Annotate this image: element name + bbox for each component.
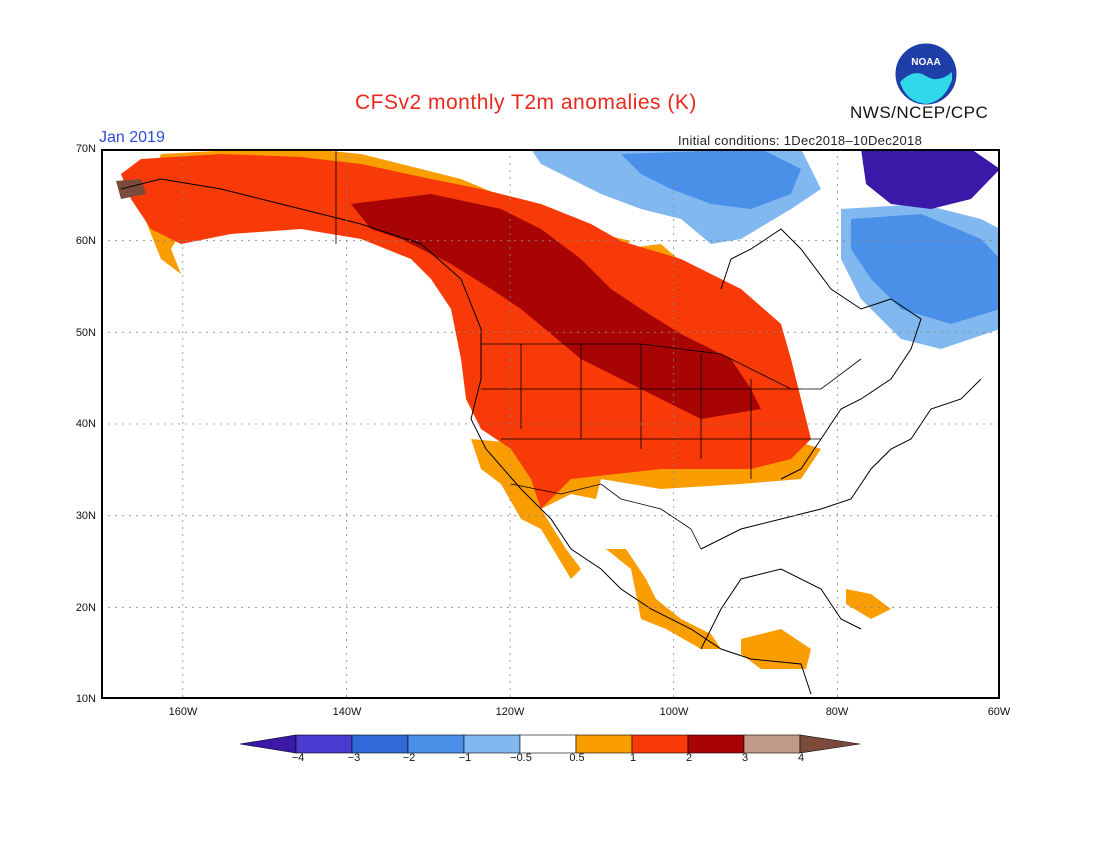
colorbar-label-neg3: −3 bbox=[347, 752, 361, 764]
region-brown-bering bbox=[116, 179, 146, 199]
colorbar-label-4: 4 bbox=[797, 752, 805, 764]
coastlines bbox=[120, 178, 982, 695]
organization-label: NWS/NCEP/CPC bbox=[850, 103, 989, 122]
forecast-month: Jan 2019 bbox=[99, 129, 165, 146]
region-darkred-canada bbox=[351, 194, 761, 419]
region-orange-central-america bbox=[741, 629, 811, 669]
colorbar-box bbox=[351, 734, 409, 754]
colorbar-box bbox=[407, 734, 465, 754]
logo-text: NOAA bbox=[911, 57, 940, 68]
colorbar-label-1: 1 bbox=[629, 752, 637, 764]
lat-label-20n: 20N bbox=[75, 602, 96, 614]
lon-label-60w: 60W bbox=[987, 706, 1011, 718]
anomaly-map bbox=[101, 149, 1000, 699]
colorbar-label-neg2: −2 bbox=[402, 752, 416, 764]
colorbar-box bbox=[519, 734, 577, 754]
colorbar bbox=[239, 734, 861, 754]
colorbar-end-right bbox=[799, 734, 861, 754]
lon-label-80w: 80W bbox=[825, 706, 849, 718]
lat-label-10n: 10N bbox=[75, 693, 96, 705]
colorbar-box bbox=[295, 734, 353, 754]
colorbar-box bbox=[743, 734, 801, 754]
colorbar-label-neg4: −4 bbox=[291, 752, 305, 764]
colorbar-label-05: 0.5 bbox=[569, 752, 585, 764]
initial-conditions: Initial conditions: 1Dec2018–10Dec2018 bbox=[678, 133, 923, 148]
colorbar-label-2: 2 bbox=[685, 752, 693, 764]
map-frame bbox=[101, 149, 1000, 699]
lat-label-70n: 70N bbox=[75, 143, 96, 155]
region-red-alaska bbox=[121, 154, 811, 509]
colorbar-label-neg1: −1 bbox=[458, 752, 472, 764]
lon-label-140w: 140W bbox=[332, 706, 362, 718]
colorbar-end-left bbox=[239, 734, 297, 754]
gridlines bbox=[101, 149, 1000, 699]
region-blue-arctic bbox=[621, 149, 801, 209]
colorbar-box bbox=[463, 734, 521, 754]
map-title: CFSv2 monthly T2m anomalies (K) bbox=[355, 91, 697, 114]
lat-label-50n: 50N bbox=[75, 327, 96, 339]
region-purple-baffin bbox=[861, 149, 1000, 209]
lon-label-160w: 160W bbox=[168, 706, 198, 718]
lon-label-100w: 100W bbox=[659, 706, 689, 718]
colorbar-label-3: 3 bbox=[741, 752, 749, 764]
colorbar-box bbox=[631, 734, 689, 754]
lat-label-30n: 30N bbox=[75, 510, 96, 522]
lon-label-120w: 120W bbox=[495, 706, 525, 718]
colorbar-box bbox=[687, 734, 745, 754]
colorbar-label-neg05: −0.5 bbox=[510, 752, 532, 764]
colorbar-box bbox=[575, 734, 633, 754]
anomaly-fields bbox=[116, 149, 1000, 669]
region-blue-quebec bbox=[851, 214, 1000, 324]
lat-label-40n: 40N bbox=[75, 418, 96, 430]
region-orange-caribbean bbox=[846, 589, 891, 619]
borders bbox=[335, 149, 862, 550]
region-orange-mexico-coast bbox=[606, 549, 721, 649]
lat-label-60n: 60N bbox=[75, 235, 96, 247]
noaa-logo: NOAA bbox=[894, 42, 958, 106]
